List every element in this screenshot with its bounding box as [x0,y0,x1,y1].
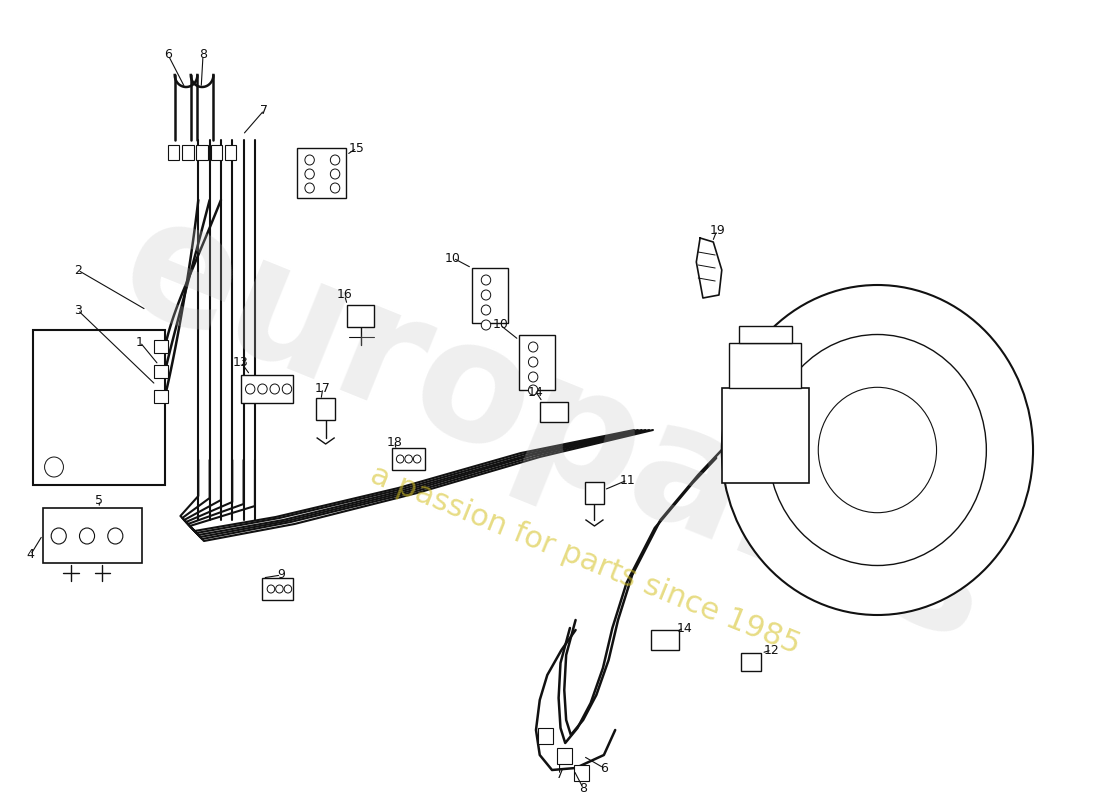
Text: 8: 8 [579,782,587,794]
Text: 14: 14 [528,386,543,398]
Bar [297,148,346,198]
Text: a passion for parts since 1985: a passion for parts since 1985 [366,460,804,660]
Circle shape [405,455,412,463]
Text: 16: 16 [337,289,352,302]
Circle shape [283,384,292,394]
Bar [316,398,336,420]
Circle shape [482,320,491,330]
Circle shape [305,169,315,179]
Bar [154,390,168,403]
Text: 18: 18 [386,435,403,449]
Circle shape [330,183,340,193]
Polygon shape [696,238,722,298]
Text: 10: 10 [492,318,508,331]
Circle shape [818,387,936,513]
Text: 2: 2 [74,263,81,277]
Circle shape [528,372,538,382]
Text: 1: 1 [136,335,144,349]
Text: 3: 3 [74,303,81,317]
Circle shape [52,528,66,544]
Text: 12: 12 [763,643,780,657]
Circle shape [257,384,267,394]
Circle shape [45,457,64,477]
Bar [197,145,208,160]
Circle shape [245,384,255,394]
Circle shape [305,155,315,165]
Bar [154,340,168,353]
Circle shape [108,528,123,544]
Bar [540,402,568,422]
Bar [392,448,425,470]
Bar [263,578,293,600]
Text: 6: 6 [600,762,608,774]
Circle shape [528,342,538,352]
Text: 14: 14 [676,622,692,634]
Text: 6: 6 [164,49,172,62]
Text: 5: 5 [96,494,103,506]
Circle shape [414,455,421,463]
Circle shape [482,275,491,285]
Bar [472,268,508,323]
Bar [183,145,194,160]
Circle shape [305,183,315,193]
Text: 13: 13 [233,355,249,369]
Bar [241,375,293,403]
Text: 9: 9 [277,569,285,582]
Bar [729,343,801,388]
Text: 4: 4 [26,549,34,562]
Circle shape [528,357,538,367]
Circle shape [722,285,1033,615]
Bar [722,388,808,483]
Circle shape [284,585,292,593]
Bar [168,145,179,160]
Text: europarts: europarts [99,182,1014,678]
Circle shape [396,455,404,463]
Circle shape [482,305,491,315]
Bar [585,482,604,504]
Circle shape [482,290,491,300]
Circle shape [528,385,538,395]
Bar [43,508,142,563]
Circle shape [267,585,275,593]
Text: 7: 7 [556,769,563,782]
Bar [210,145,222,160]
Text: 11: 11 [619,474,636,486]
Text: 8: 8 [199,49,207,62]
Bar [33,330,165,485]
Bar [224,145,236,160]
Bar [154,365,168,378]
Text: 17: 17 [315,382,331,394]
Circle shape [330,155,340,165]
Circle shape [276,585,283,593]
Circle shape [330,169,340,179]
Bar [519,335,554,390]
Circle shape [79,528,95,544]
Bar [651,630,680,650]
Bar [740,653,761,671]
Text: 19: 19 [710,223,725,237]
Bar [574,765,589,781]
Circle shape [769,334,987,566]
Bar [348,305,374,327]
Text: 7: 7 [261,103,268,117]
Text: 10: 10 [446,251,461,265]
Bar [739,326,792,343]
Circle shape [270,384,279,394]
Text: 15: 15 [349,142,365,154]
Bar [557,748,572,764]
Bar [538,728,553,744]
